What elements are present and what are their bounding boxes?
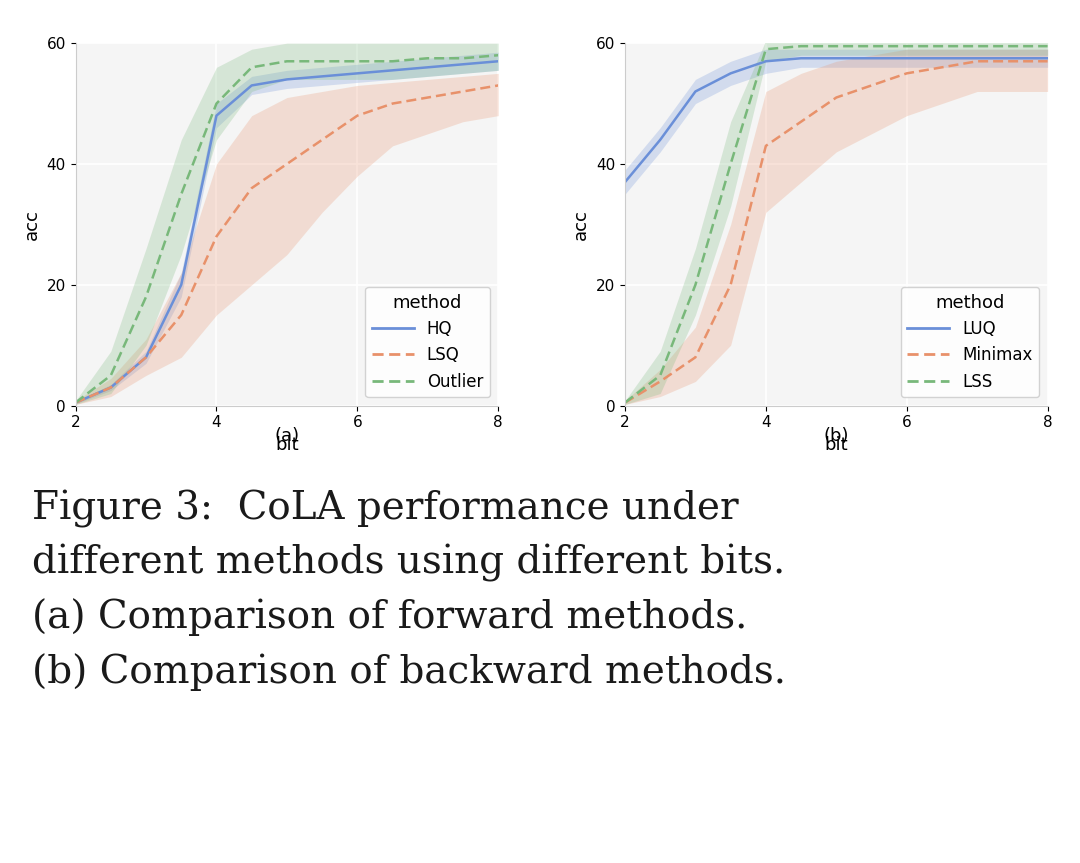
Text: (a): (a): [274, 427, 299, 445]
Y-axis label: acc: acc: [23, 209, 41, 240]
X-axis label: bit: bit: [275, 436, 299, 454]
X-axis label: bit: bit: [824, 436, 848, 454]
Text: Figure 3:  CoLA performance under
different methods using different bits.
(a) Co: Figure 3: CoLA performance under differe…: [32, 490, 786, 690]
Text: (b): (b): [824, 427, 849, 445]
Y-axis label: acc: acc: [572, 209, 591, 240]
Legend: LUQ, Minimax, LSS: LUQ, Minimax, LSS: [901, 287, 1039, 397]
Legend: HQ, LSQ, Outlier: HQ, LSQ, Outlier: [365, 287, 490, 397]
